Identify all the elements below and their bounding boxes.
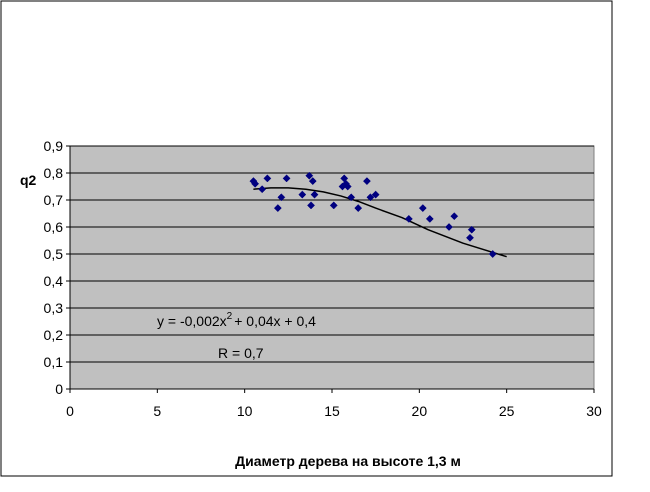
x-tick-label-2: 10 [237, 403, 253, 419]
data-point-21 [371, 190, 380, 199]
y-tick-label-7: 0,7 [44, 192, 64, 208]
y-tick-label-3: 0,3 [44, 300, 64, 316]
y-tick-label-9: 0,9 [44, 138, 64, 154]
plot-area [69, 145, 595, 390]
x-tick-label-3: 15 [324, 403, 340, 419]
data-point-18 [354, 204, 363, 213]
y-axis-label: q2 [20, 172, 37, 188]
data-point-16 [343, 182, 352, 191]
data-point-19 [362, 177, 371, 186]
equation-exponent: 2 [227, 311, 233, 322]
data-point-8 [305, 171, 314, 180]
data-point-28 [467, 225, 476, 234]
equation-suffix: + 0,04x + 0,4 [234, 313, 316, 329]
data-point-29 [488, 250, 497, 258]
data-point-7 [298, 190, 307, 199]
data-point-2 [258, 185, 267, 194]
y-tick-label-0: 0 [55, 381, 63, 397]
data-point-12 [329, 201, 338, 210]
x-axis-ticks: 0 5 10 15 20 25 30 [66, 389, 602, 419]
data-point-20 [366, 193, 375, 202]
data-point-6 [282, 174, 291, 183]
data-point-25 [445, 223, 453, 231]
data-point-4 [273, 204, 282, 213]
y-tick-label-1: 0,1 [44, 354, 64, 370]
y-tick-label-6: 0,6 [44, 219, 64, 235]
data-point-11 [310, 190, 319, 199]
data-point-3 [263, 174, 272, 183]
y-tick-label-5: 0,5 [44, 246, 64, 262]
x-tick-label-0: 0 [66, 403, 74, 419]
data-points [249, 171, 497, 258]
x-tick-label-1: 5 [153, 403, 161, 419]
y-tick-label-8: 0,8 [44, 165, 64, 181]
x-tick-label-6: 30 [586, 403, 602, 419]
x-tick-label-5: 25 [499, 403, 515, 419]
data-point-27 [466, 233, 474, 242]
data-point-9 [307, 201, 315, 210]
data-point-26 [450, 212, 459, 221]
data-point-17 [347, 193, 356, 202]
data-point-22 [404, 214, 413, 223]
gridlines [70, 145, 594, 363]
equation-prefix: y = -0,002x [157, 313, 227, 329]
data-point-1 [251, 179, 260, 188]
y-tick-label-2: 0,2 [44, 327, 64, 343]
data-point-5 [277, 193, 286, 202]
equation-label: y = -0,002x2 + 0,04x + 0,4 [157, 311, 316, 329]
x-tick-label-4: 20 [412, 403, 428, 419]
data-point-10 [308, 177, 317, 186]
y-tick-label-4: 0,4 [44, 273, 64, 289]
data-point-23 [418, 204, 427, 213]
data-point-24 [425, 214, 434, 223]
r-value-label: R = 0,7 [218, 345, 264, 361]
y-axis-ticks: 0 0,1 0,2 0,3 0,4 0,5 0,6 0,7 0,8 0,9 [44, 138, 70, 397]
x-axis-label: Диаметр дерева на высоте 1,3 м [235, 453, 461, 469]
